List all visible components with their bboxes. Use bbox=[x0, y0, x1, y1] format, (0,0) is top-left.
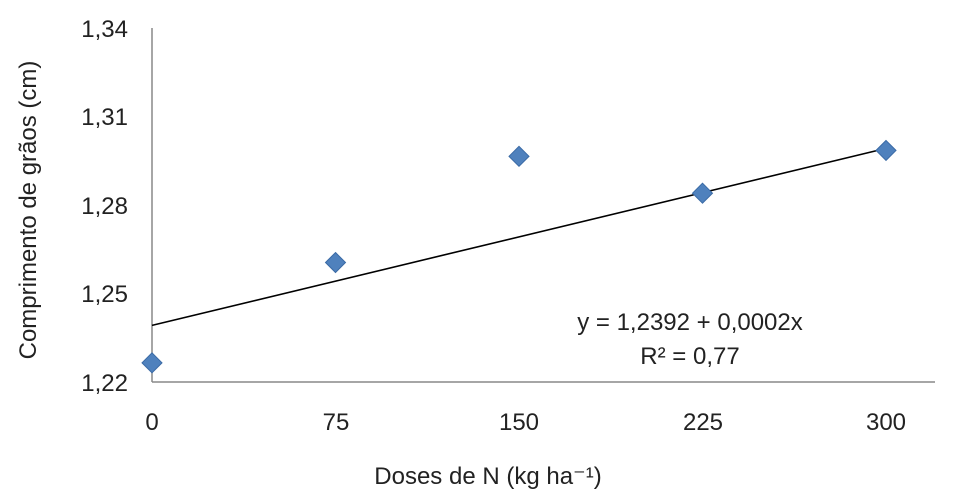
x-tick-label: 300 bbox=[866, 409, 906, 436]
y-tick-label: 1,22 bbox=[81, 370, 128, 397]
x-axis-ticks: 0 75 150 225 300 bbox=[145, 409, 906, 436]
data-points bbox=[141, 139, 897, 374]
data-point bbox=[691, 182, 714, 204]
x-tick-label: 225 bbox=[683, 409, 723, 436]
trendline-group bbox=[151, 147, 887, 327]
x-tick-label: 150 bbox=[499, 409, 539, 436]
data-point bbox=[875, 139, 897, 162]
x-axis-title: Doses de N (kg ha⁻¹) bbox=[374, 463, 601, 490]
y-axis-title: Comprimento de grãos (cm) bbox=[15, 61, 42, 360]
x-tick-label: 0 bbox=[145, 409, 158, 436]
y-axis-ticks: 1,22 1,25 1,28 1,31 1,34 bbox=[81, 16, 128, 397]
y-tick-label: 1,25 bbox=[81, 281, 128, 308]
y-tick-label: 1,34 bbox=[81, 16, 128, 43]
y-tick-label: 1,31 bbox=[81, 104, 128, 131]
trendline bbox=[151, 147, 887, 327]
data-point bbox=[324, 251, 347, 274]
trendline-equation: y = 1,2392 + 0,0002x bbox=[577, 309, 803, 336]
data-point bbox=[141, 352, 163, 374]
y-tick-label: 1,28 bbox=[81, 193, 128, 220]
x-tick-label: 75 bbox=[323, 409, 350, 436]
r-squared-label: R² = 0,77 bbox=[640, 343, 739, 370]
data-point bbox=[508, 145, 530, 168]
